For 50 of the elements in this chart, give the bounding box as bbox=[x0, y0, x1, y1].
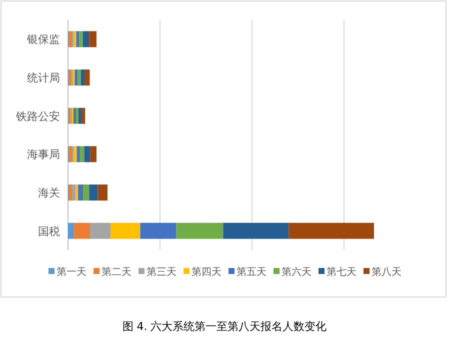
legend-label: 第七天 bbox=[326, 266, 356, 278]
bar bbox=[68, 146, 72, 162]
bar bbox=[72, 184, 76, 200]
y-tick-label: 银保监 bbox=[26, 33, 60, 46]
bar bbox=[90, 146, 96, 162]
bar bbox=[68, 222, 74, 239]
bar bbox=[81, 108, 86, 124]
bar bbox=[79, 31, 83, 48]
bar bbox=[74, 70, 78, 86]
legend-label: 第三天 bbox=[146, 266, 176, 278]
bar bbox=[74, 146, 77, 162]
bar bbox=[140, 222, 176, 239]
bar bbox=[76, 146, 80, 162]
bar bbox=[68, 184, 72, 200]
bar bbox=[110, 222, 140, 239]
bar bbox=[68, 70, 72, 86]
bar bbox=[76, 31, 80, 48]
bar bbox=[78, 70, 81, 86]
bar bbox=[80, 146, 84, 162]
y-tick-label: 统计局 bbox=[27, 72, 60, 84]
legend-label: 第二天 bbox=[102, 266, 132, 278]
y-tick-label: 海关 bbox=[38, 186, 60, 200]
bar bbox=[82, 184, 90, 200]
bar bbox=[82, 31, 90, 48]
y-tick-label: 铁路公安 bbox=[15, 110, 60, 123]
bar bbox=[84, 70, 90, 86]
caption: 图 4. 六大系统第一至第八天报名人数变化 bbox=[122, 320, 327, 333]
bar bbox=[76, 184, 78, 200]
bar bbox=[76, 108, 78, 124]
bar bbox=[74, 222, 90, 239]
bar bbox=[98, 184, 108, 200]
bar bbox=[89, 31, 96, 48]
legend-label: 第一天 bbox=[56, 266, 86, 278]
bar bbox=[90, 222, 111, 239]
bar bbox=[176, 222, 224, 239]
legend-label: 第五天 bbox=[236, 266, 266, 278]
bar bbox=[68, 31, 72, 48]
bar bbox=[89, 184, 98, 200]
bar bbox=[78, 108, 82, 124]
bar bbox=[78, 184, 83, 200]
y-tick-label: 国税 bbox=[38, 224, 60, 238]
bar bbox=[288, 222, 374, 239]
bar bbox=[223, 222, 289, 239]
legend-label: 第六天 bbox=[282, 266, 312, 278]
legend-label: 第四天 bbox=[192, 266, 222, 278]
legend-label: 第八天 bbox=[372, 266, 402, 278]
bar bbox=[80, 70, 85, 86]
y-tick-label: 海事局 bbox=[27, 148, 60, 162]
bar bbox=[84, 146, 90, 162]
bar bbox=[74, 31, 76, 48]
